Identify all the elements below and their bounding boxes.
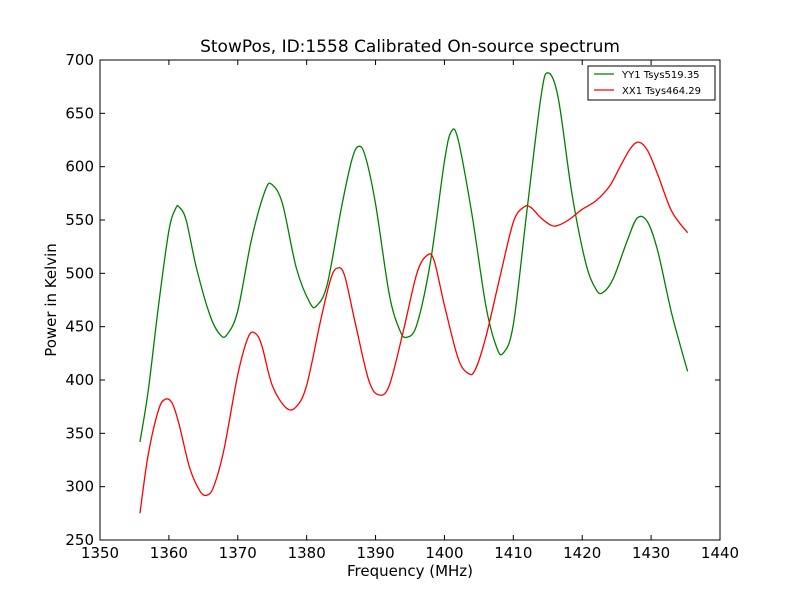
legend-frame [587, 65, 716, 101]
y-tick-label: 500 [65, 264, 94, 282]
x-axis-label: Frequency (MHz) [347, 562, 473, 580]
x-tick-label: 1370 [219, 544, 257, 562]
x-tick-label: 1350 [81, 544, 119, 562]
series-layer [139, 72, 689, 514]
y-tick-label: 700 [65, 51, 94, 69]
legend-label-yy1: YY1 Tsys519.35 [621, 70, 700, 81]
x-tick-label: 1410 [494, 544, 532, 562]
x-tick-label: 1360 [150, 544, 188, 562]
x-tick-label: 1380 [288, 544, 326, 562]
series-line-xx1 [139, 141, 689, 514]
y-tick-label: 650 [65, 104, 94, 122]
x-tick-label: 1440 [701, 544, 739, 562]
x-axis: 1350 1360 1370 1380 1390 1400 1410 1420 1430 1440 [81, 60, 739, 562]
plot-frame [99, 59, 721, 541]
y-tick-label: 250 [65, 531, 94, 549]
y-tick-label: 350 [65, 424, 94, 442]
x-tick-label: 1400 [425, 544, 463, 562]
legend: YY1 Tsys519.35 XX1 Tsys464.29 [587, 65, 716, 101]
y-tick-label: 300 [65, 478, 94, 496]
y-tick-label: 400 [65, 371, 94, 389]
y-tick-label: 550 [65, 211, 94, 229]
y-axis-label: Power in Kelvin [42, 243, 60, 357]
chart-title: StowPos, ID:1558 Calibrated On-source sp… [200, 37, 620, 57]
x-tick-label: 1430 [632, 544, 670, 562]
legend-label-xx1: XX1 Tsys464.29 [622, 86, 701, 97]
y-tick-label: 600 [65, 158, 94, 176]
y-axis: 250 300 350 400 450 500 550 600 650 700 [65, 51, 720, 549]
y-tick-label: 450 [65, 318, 94, 336]
x-tick-label: 1420 [563, 544, 601, 562]
x-tick-label: 1390 [356, 544, 394, 562]
